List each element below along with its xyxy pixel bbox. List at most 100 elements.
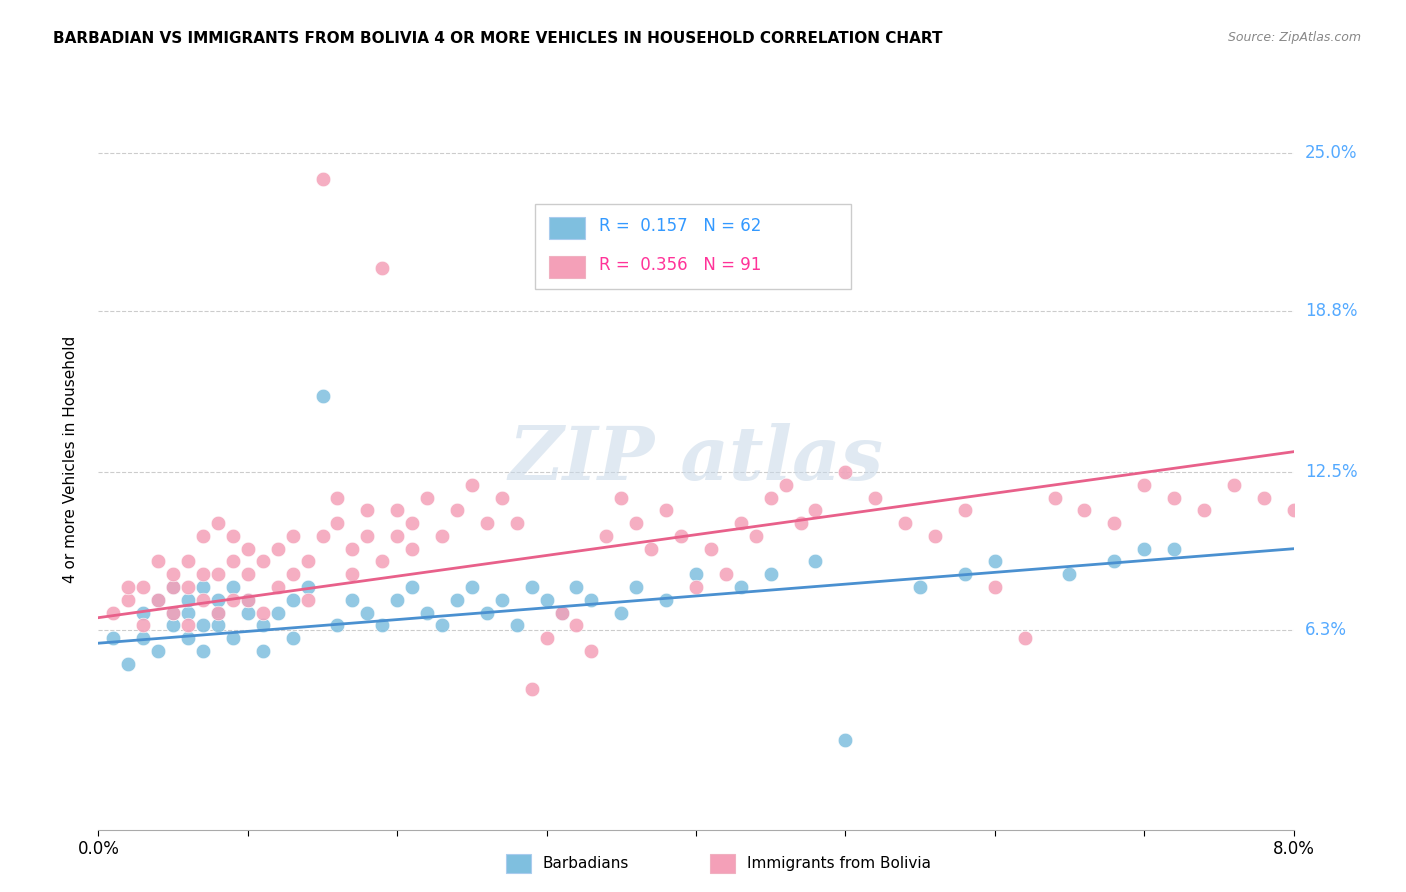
Point <box>475 606 498 620</box>
Point <box>730 580 752 594</box>
Point <box>371 260 394 275</box>
Point <box>804 554 827 568</box>
Point <box>775 478 797 492</box>
Point <box>655 592 678 607</box>
Point <box>371 618 394 632</box>
Point <box>446 592 468 607</box>
Point <box>520 682 543 697</box>
Point <box>191 567 214 582</box>
Point <box>1163 491 1185 505</box>
Point <box>222 580 245 594</box>
Point <box>401 541 423 556</box>
Point <box>1253 491 1275 505</box>
Point <box>550 606 572 620</box>
Point <box>103 631 125 645</box>
Point <box>685 567 707 582</box>
Point <box>162 606 184 620</box>
Point <box>953 503 976 517</box>
Point <box>177 580 200 594</box>
Point <box>371 554 394 568</box>
Point <box>953 567 976 582</box>
Text: ZIP atlas: ZIP atlas <box>509 423 883 496</box>
Point <box>342 592 364 607</box>
Text: 6.3%: 6.3% <box>1305 622 1347 640</box>
Point <box>581 644 603 658</box>
Point <box>1192 503 1215 517</box>
Point <box>281 529 304 543</box>
Point <box>610 491 633 505</box>
Point <box>311 529 333 543</box>
Point <box>1104 516 1126 531</box>
Text: 25.0%: 25.0% <box>1305 144 1357 162</box>
Point <box>191 618 214 632</box>
Point <box>550 606 572 620</box>
Point <box>222 529 245 543</box>
Point <box>730 516 752 531</box>
Point <box>207 618 229 632</box>
Point <box>401 580 423 594</box>
Point <box>207 516 229 531</box>
Point <box>177 554 200 568</box>
Point <box>1282 503 1305 517</box>
Text: R =  0.356   N = 91: R = 0.356 N = 91 <box>599 256 762 274</box>
Point <box>117 592 139 607</box>
Point <box>1133 541 1156 556</box>
Point <box>297 554 319 568</box>
Point <box>655 503 678 517</box>
Point <box>1312 478 1334 492</box>
Text: 12.5%: 12.5% <box>1305 463 1357 481</box>
Point <box>506 618 529 632</box>
Point <box>759 491 782 505</box>
Point <box>267 580 290 594</box>
Point <box>207 606 229 620</box>
Point <box>475 516 498 531</box>
Point <box>311 171 333 186</box>
Point <box>342 541 364 556</box>
Point <box>236 592 259 607</box>
Point <box>148 644 170 658</box>
Point <box>461 580 484 594</box>
Point <box>132 631 155 645</box>
Point <box>162 580 184 594</box>
Point <box>191 644 214 658</box>
Point <box>626 580 648 594</box>
Point <box>894 516 917 531</box>
Point <box>177 631 200 645</box>
Point <box>385 529 409 543</box>
Point <box>565 580 588 594</box>
Point <box>236 541 259 556</box>
Point <box>132 580 155 594</box>
Point <box>416 606 439 620</box>
Point <box>491 592 513 607</box>
Point <box>804 503 827 517</box>
Point <box>311 388 333 402</box>
FancyBboxPatch shape <box>548 218 585 239</box>
Point <box>1133 478 1156 492</box>
Point <box>984 554 1007 568</box>
Point <box>520 580 543 594</box>
Point <box>1073 503 1095 517</box>
Point <box>385 503 409 517</box>
Point <box>148 592 170 607</box>
Point <box>162 606 184 620</box>
Point <box>236 592 259 607</box>
Point <box>581 592 603 607</box>
Point <box>177 606 200 620</box>
Point <box>191 592 214 607</box>
Point <box>385 592 409 607</box>
Point <box>177 592 200 607</box>
Point <box>1223 478 1246 492</box>
Point <box>252 618 274 632</box>
Point <box>1014 631 1036 645</box>
Point <box>461 478 484 492</box>
Point <box>326 618 349 632</box>
Point <box>207 567 229 582</box>
Point <box>745 529 768 543</box>
Point <box>714 567 737 582</box>
Point <box>207 592 229 607</box>
Point <box>117 657 139 671</box>
Point <box>789 516 811 531</box>
Point <box>191 529 214 543</box>
Text: 18.8%: 18.8% <box>1305 302 1357 320</box>
Point <box>281 631 304 645</box>
